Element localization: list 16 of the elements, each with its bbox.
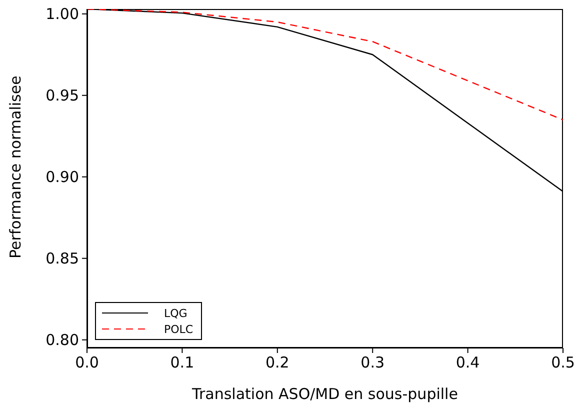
- y-tick-label: 0.90: [46, 168, 79, 186]
- x-tick-label: 0.1: [170, 354, 194, 372]
- y-tick-label: 0.85: [46, 250, 79, 268]
- y-tick-label: 0.95: [46, 86, 79, 105]
- x-tick-label: 0.4: [456, 354, 480, 372]
- y-axis-title: Performance normalisee: [6, 76, 24, 258]
- x-tick-label: 0.5: [551, 354, 575, 372]
- legend-label: LQG: [164, 306, 188, 320]
- x-tick-label: 0.3: [360, 354, 385, 372]
- x-tick-label: 0.2: [265, 354, 290, 372]
- line-series: [87, 9, 563, 120]
- x-tick-label: 0.0: [75, 354, 99, 372]
- legend-label: POLC: [164, 322, 194, 336]
- y-tick-label: 0.80: [46, 331, 79, 350]
- x-axis-title: Translation ASO/MD en sous-pupille: [191, 385, 458, 403]
- y-tick-label: 1.00: [46, 5, 79, 24]
